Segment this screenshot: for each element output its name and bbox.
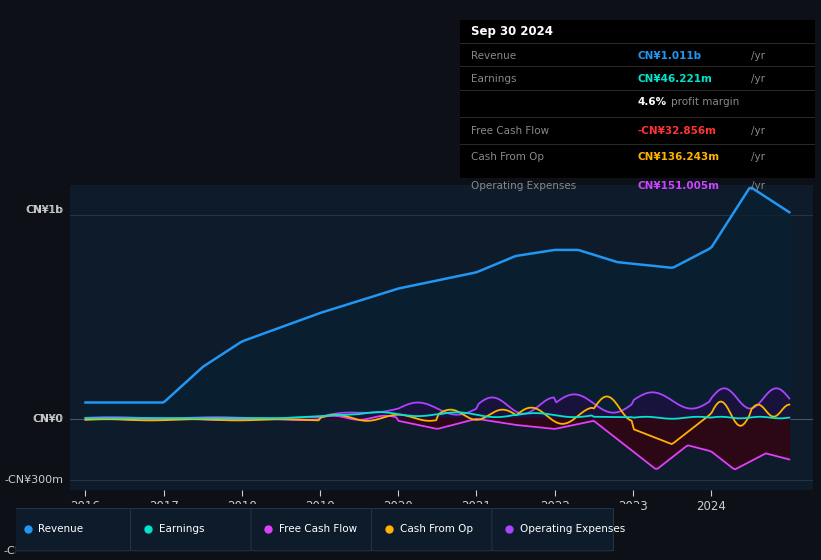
Text: Sep 30 2024: Sep 30 2024 xyxy=(470,25,553,38)
Text: CN¥46.221m: CN¥46.221m xyxy=(637,74,713,84)
Text: Free Cash Flow: Free Cash Flow xyxy=(279,524,357,534)
Text: /yr: /yr xyxy=(751,181,765,191)
Text: CN¥151.005m: CN¥151.005m xyxy=(637,181,719,191)
Text: Operating Expenses: Operating Expenses xyxy=(520,524,626,534)
Text: CN¥1.011b: CN¥1.011b xyxy=(637,50,702,60)
Text: Revenue: Revenue xyxy=(39,524,84,534)
Text: Cash From Op: Cash From Op xyxy=(400,524,473,534)
Text: Operating Expenses: Operating Expenses xyxy=(470,181,576,191)
Text: -CN¥32.856m: -CN¥32.856m xyxy=(637,125,717,136)
Text: CN¥1b: CN¥1b xyxy=(27,206,64,215)
Text: Earnings: Earnings xyxy=(470,74,516,84)
Text: Revenue: Revenue xyxy=(470,50,516,60)
Text: Earnings: Earnings xyxy=(158,524,204,534)
Text: Cash From Op: Cash From Op xyxy=(470,152,544,162)
FancyBboxPatch shape xyxy=(251,508,373,551)
Text: CN¥1b: CN¥1b xyxy=(25,206,62,215)
Text: /yr: /yr xyxy=(751,50,765,60)
FancyBboxPatch shape xyxy=(371,508,493,551)
Text: -CN¥300m: -CN¥300m xyxy=(3,546,62,556)
Text: /yr: /yr xyxy=(751,125,765,136)
Text: Free Cash Flow: Free Cash Flow xyxy=(470,125,548,136)
Text: profit margin: profit margin xyxy=(672,97,740,107)
Text: CN¥0: CN¥0 xyxy=(32,414,62,424)
Text: CN¥0: CN¥0 xyxy=(34,414,64,424)
FancyBboxPatch shape xyxy=(492,508,613,551)
Text: 4.6%: 4.6% xyxy=(637,97,667,107)
Text: /yr: /yr xyxy=(751,74,765,84)
Text: CN¥136.243m: CN¥136.243m xyxy=(637,152,720,162)
FancyBboxPatch shape xyxy=(10,508,132,551)
Text: -CN¥300m: -CN¥300m xyxy=(5,475,64,485)
Text: /yr: /yr xyxy=(751,152,765,162)
FancyBboxPatch shape xyxy=(131,508,252,551)
